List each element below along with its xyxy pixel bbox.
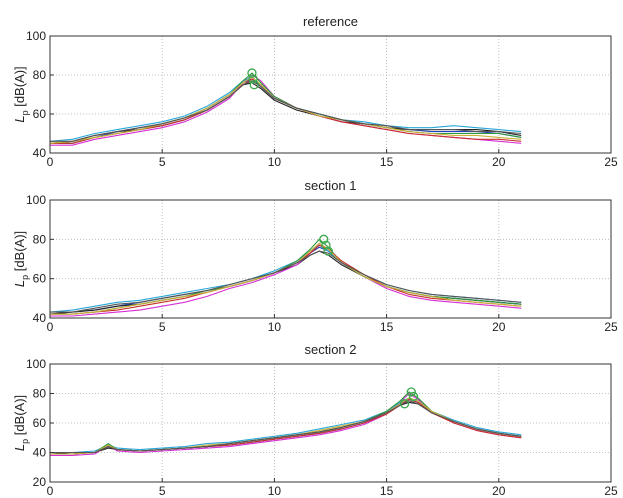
x-tick-label: 15 (380, 484, 394, 498)
series-line-8 (50, 400, 522, 454)
peak-marker-2 (248, 74, 258, 84)
y-axis-label-sub: p (20, 110, 30, 115)
y-tick-label: 100 (26, 193, 46, 207)
peak-marker-1 (319, 234, 329, 244)
x-tick-label: 20 (492, 484, 506, 498)
y-tick-label: 60 (33, 416, 47, 430)
y-tick-label: 40 (33, 446, 47, 460)
x-tick-label: 25 (604, 320, 618, 334)
panel-3: 0 5 10 15 20 25 20 40 60 80 100 section 2 Lp [dB(A)] (12, 342, 618, 498)
y-axis-label-main: L (12, 280, 27, 287)
y-tick-label: 80 (33, 387, 47, 401)
y-tick-label: 100 (26, 29, 46, 43)
x-tick-label: 20 (492, 155, 506, 169)
x-tick-label: 10 (268, 320, 282, 334)
x-tick-label: 25 (604, 484, 618, 498)
peak-marker-3 (249, 80, 259, 90)
peak-marker-2 (321, 240, 331, 250)
y-tick-label: 60 (33, 107, 47, 121)
x-tick-label: 5 (159, 484, 166, 498)
x-tick-label: 10 (268, 484, 282, 498)
y-axis-label-unit: [dB(A)] (12, 231, 27, 275)
y-axis-label-sub: p (20, 275, 30, 280)
y-tick-label: 40 (33, 311, 47, 325)
x-tick-label: 20 (492, 320, 506, 334)
y-axis-label: Lp [dB(A)] (12, 395, 30, 451)
panel-title: reference (303, 14, 358, 29)
y-tick-label: 20 (33, 475, 47, 489)
x-tick-label: 0 (47, 155, 54, 169)
y-axis-label-unit: [dB(A)] (12, 66, 27, 110)
x-tick-label: 0 (47, 484, 54, 498)
x-tick-label: 0 (47, 320, 54, 334)
y-axis-label: Lp [dB(A)] (12, 66, 30, 122)
y-tick-label: 60 (33, 272, 47, 286)
series-line-8 (50, 250, 522, 313)
y-axis-label-sub: p (20, 439, 30, 444)
peak-marker-1 (247, 68, 257, 78)
x-tick-label: 5 (159, 320, 166, 334)
y-tick-label: 80 (33, 68, 47, 82)
x-tick-label: 25 (604, 155, 618, 169)
x-tick-label: 15 (380, 320, 394, 334)
x-tick-label: 10 (268, 155, 282, 169)
y-axis-label: Lp [dB(A)] (12, 231, 30, 287)
panel-1: 0 5 10 15 20 25 40 60 80 100 reference Lp [dB(A)] (12, 14, 618, 169)
series-line-6 (50, 244, 522, 315)
y-axis-label-main: L (12, 115, 27, 122)
series-line-7 (49, 76, 522, 144)
y-axis-label-unit: [dB(A)] (12, 395, 27, 439)
axes-box (49, 199, 612, 319)
panel-title: section 1 (304, 178, 356, 193)
axes-box (49, 35, 612, 154)
peak-marker-1 (406, 387, 416, 397)
peak-marker-3 (399, 399, 410, 409)
series-line-8 (50, 80, 522, 142)
y-tick-label: 100 (26, 357, 46, 371)
panel-title: section 2 (304, 342, 356, 357)
plot-area (50, 36, 611, 153)
y-tick-label: 80 (33, 232, 47, 246)
y-axis-label-main: L (12, 444, 27, 451)
y-tick-label: 40 (33, 146, 47, 160)
series-line-7 (50, 242, 522, 315)
plot-area (50, 200, 611, 318)
x-tick-label: 5 (159, 155, 166, 169)
x-tick-label: 15 (380, 155, 394, 169)
peak-marker-2 (408, 391, 419, 402)
panel-2: 0 5 10 15 20 25 40 60 80 100 section 1 Lp [dB(A)] (12, 178, 618, 334)
peak-marker-3 (323, 246, 333, 256)
